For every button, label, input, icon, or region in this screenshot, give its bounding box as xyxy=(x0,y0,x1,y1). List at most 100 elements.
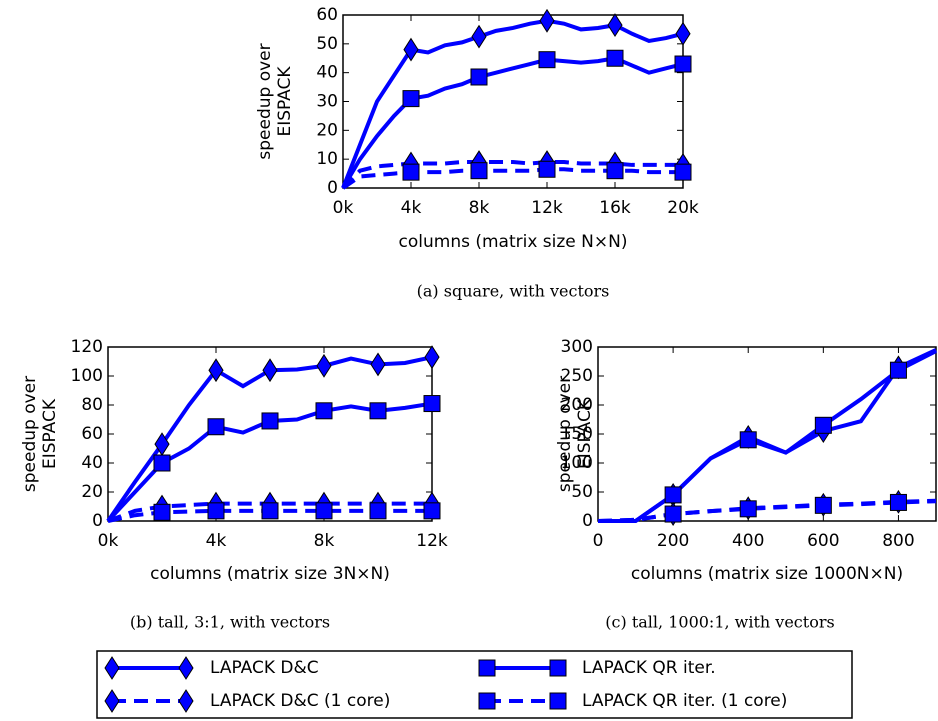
y-tick-label: 10 xyxy=(316,149,338,169)
x-axis-label: columns (matrix size 1000N×N) xyxy=(631,564,903,584)
series-line xyxy=(598,348,937,523)
data-point xyxy=(153,503,171,521)
data-point xyxy=(208,358,224,383)
series-line xyxy=(597,499,937,523)
x-tick-label: 16k xyxy=(599,198,631,218)
y-tick-label: 30 xyxy=(316,92,338,112)
data-point xyxy=(207,502,225,520)
x-tick-label: 0 xyxy=(593,531,604,551)
data-point xyxy=(261,502,279,520)
y-tick-label: 150 xyxy=(561,424,593,444)
data-point xyxy=(606,49,624,67)
y-tick-label: 100 xyxy=(561,453,593,473)
data-point xyxy=(424,345,440,370)
caption: (a) square, with vectors xyxy=(417,282,610,301)
data-point xyxy=(814,416,832,434)
data-point xyxy=(606,162,624,180)
data-point xyxy=(538,51,556,69)
y-tick-label: 60 xyxy=(316,5,338,25)
data-point xyxy=(315,402,333,420)
x-tick-label: 0k xyxy=(333,198,354,218)
legend-box xyxy=(96,650,853,719)
legend-marker xyxy=(178,689,194,713)
data-point xyxy=(369,502,387,520)
data-point xyxy=(675,21,691,46)
y-tick-label: 120 xyxy=(71,337,103,357)
y-tick-label: 0 xyxy=(327,178,338,198)
data-point xyxy=(315,502,333,520)
data-point xyxy=(261,412,279,430)
y-axis-label: speedup over xyxy=(255,43,275,159)
legend-label: LAPACK QR iter. (1 core) xyxy=(582,691,787,711)
y-tick-label: 0 xyxy=(582,511,593,531)
data-point xyxy=(153,454,171,472)
data-point xyxy=(369,402,387,420)
legend-marker xyxy=(104,656,120,680)
data-point xyxy=(402,163,420,181)
x-tick-label: 12k xyxy=(416,531,448,551)
legend-marker xyxy=(549,659,567,677)
x-axis-label: columns (matrix size 3N×N) xyxy=(150,564,390,584)
caption: (c) tall, 1000:1, with vectors xyxy=(605,613,834,632)
x-tick-label: 20k xyxy=(667,198,699,218)
y-tick-label: 100 xyxy=(71,366,103,386)
legend-label: LAPACK D&C (1 core) xyxy=(210,691,390,711)
data-point xyxy=(470,162,488,180)
data-point xyxy=(889,361,907,379)
x-tick-label: 4k xyxy=(206,531,227,551)
x-tick-label: 400 xyxy=(732,531,764,551)
data-point xyxy=(539,8,555,33)
data-point xyxy=(370,352,386,377)
legend-marker xyxy=(478,659,496,677)
data-point xyxy=(403,37,419,62)
x-tick-label: 12k xyxy=(531,198,563,218)
data-point xyxy=(814,496,832,514)
data-point xyxy=(470,68,488,86)
plot-frame xyxy=(597,346,937,522)
x-tick-label: 0k xyxy=(98,531,119,551)
data-point xyxy=(316,353,332,378)
legend-label: LAPACK QR iter. xyxy=(582,658,716,678)
data-point xyxy=(674,163,692,181)
x-axis-label: columns (matrix size N×N) xyxy=(399,232,628,252)
y-tick-label: 20 xyxy=(316,120,338,140)
y-tick-label: 50 xyxy=(571,482,593,502)
y-tick-label: 20 xyxy=(81,482,103,502)
series-line xyxy=(341,160,683,190)
data-point xyxy=(664,505,682,523)
data-point xyxy=(423,395,441,413)
y-tick-label: 250 xyxy=(561,366,593,386)
data-point xyxy=(664,486,682,504)
legend-label: LAPACK D&C xyxy=(210,658,319,678)
data-point xyxy=(207,418,225,436)
x-tick-label: 8k xyxy=(314,531,335,551)
data-point xyxy=(538,160,556,178)
data-point xyxy=(889,493,907,511)
legend-marker xyxy=(104,689,120,713)
y-tick-label: 200 xyxy=(561,395,593,415)
y-axis-label: EISPACK xyxy=(575,398,595,469)
data-point xyxy=(674,55,692,73)
data-point xyxy=(402,90,420,108)
data-point xyxy=(739,431,757,449)
series-line xyxy=(341,56,684,190)
legend-marker xyxy=(178,656,194,680)
y-tick-label: 50 xyxy=(316,34,338,54)
data-point xyxy=(262,358,278,383)
y-tick-label: 60 xyxy=(81,424,103,444)
series-line xyxy=(341,18,684,189)
legend-marker xyxy=(478,692,496,710)
y-tick-label: 0 xyxy=(92,511,103,531)
data-point xyxy=(423,502,441,520)
legend-marker xyxy=(549,692,567,710)
x-tick-label: 8k xyxy=(469,198,490,218)
caption: (b) tall, 3:1, with vectors xyxy=(130,613,330,632)
y-tick-label: 300 xyxy=(561,337,593,357)
y-axis-label: EISPACK xyxy=(275,66,295,137)
data-point xyxy=(739,500,757,518)
y-axis-label: speedup over xyxy=(555,376,575,492)
y-tick-label: 80 xyxy=(81,395,103,415)
y-axis-label: speedup over xyxy=(20,376,40,492)
series-line xyxy=(598,349,937,523)
